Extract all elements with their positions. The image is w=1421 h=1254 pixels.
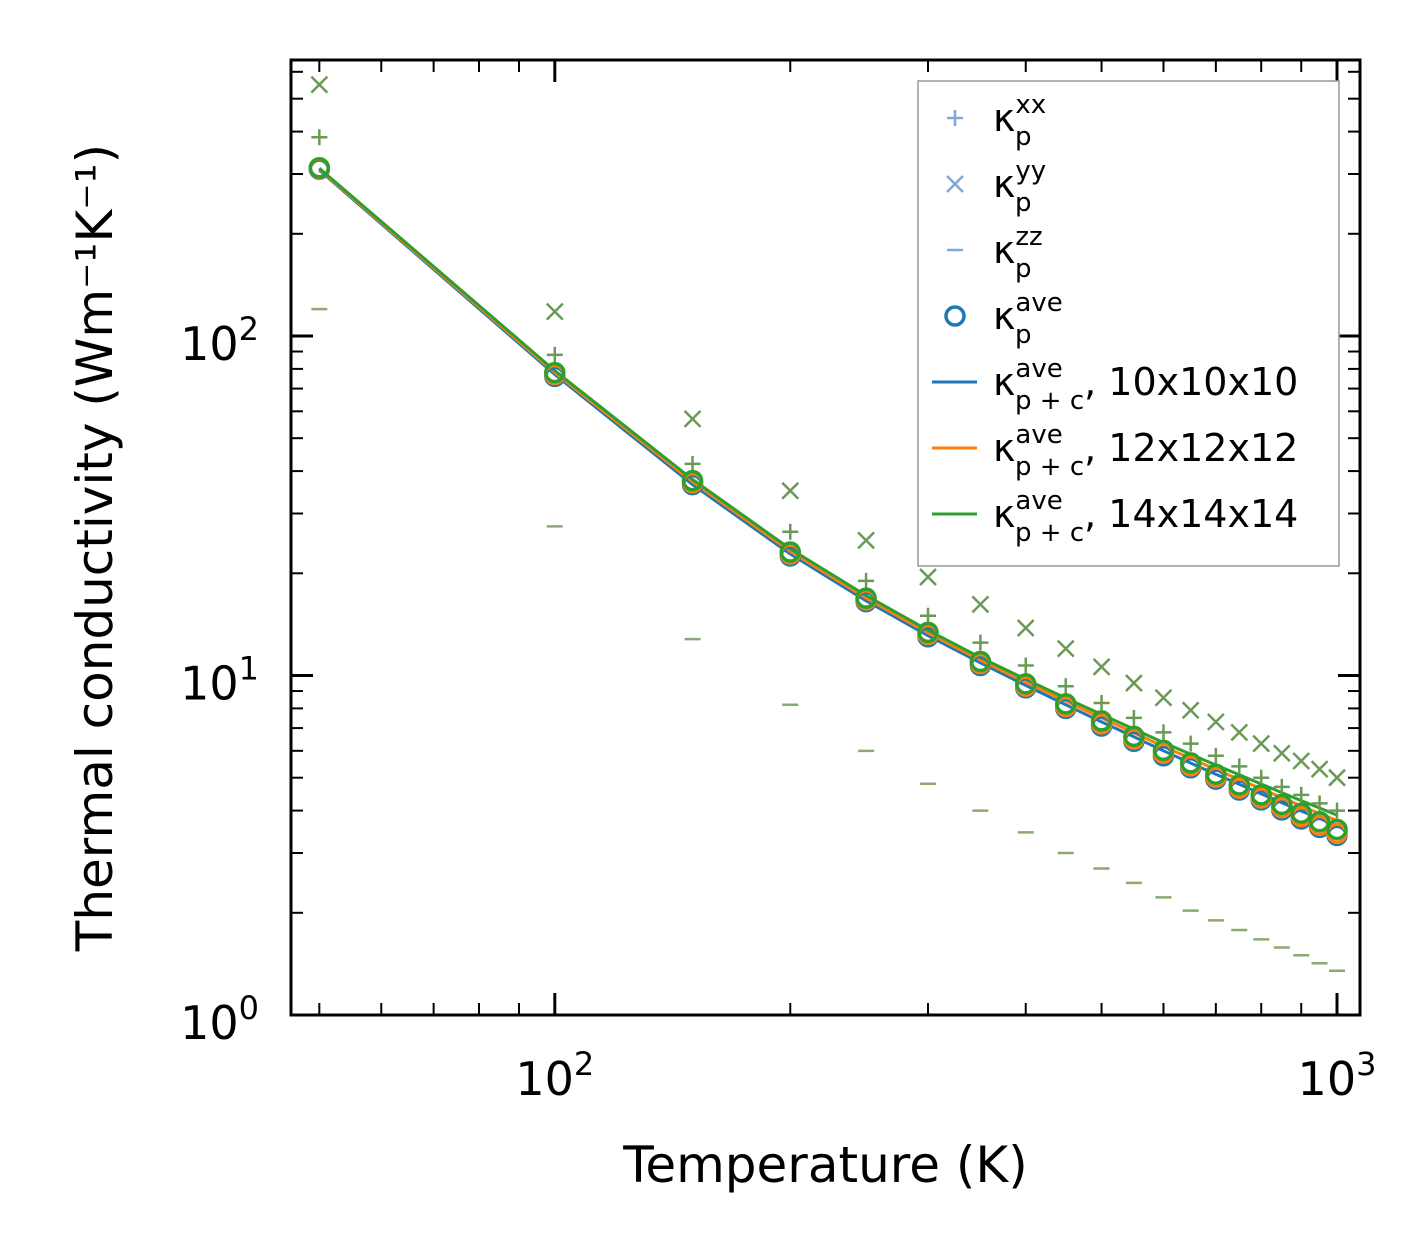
legend-entry: κave p + c, 12x12x12 bbox=[932, 420, 1298, 482]
x-tick-label: 102 bbox=[515, 1045, 594, 1106]
data-point-kp_xx bbox=[1329, 802, 1346, 819]
legend-entry: κave p + c, 14x14x14 bbox=[932, 486, 1298, 548]
y-tick-label: 102 bbox=[180, 310, 259, 371]
data-series bbox=[308, 75, 1348, 973]
data-point-kp_xx bbox=[782, 523, 799, 540]
data-point-kp_yy bbox=[1292, 752, 1311, 770]
x-tick-label: 103 bbox=[1298, 1045, 1377, 1106]
data-point-kp_xx bbox=[1207, 747, 1224, 764]
legend-label: κave p + c, 14x14x14 bbox=[993, 486, 1298, 548]
data-point-kp_xx bbox=[1125, 709, 1142, 726]
legend-entry: κyy p bbox=[946, 156, 1046, 218]
data-point-kp_xx bbox=[1057, 678, 1074, 695]
data-point-kp_yy bbox=[1016, 619, 1035, 637]
legend-entry: κzz p bbox=[947, 222, 1043, 284]
legend-marker-swatch bbox=[946, 175, 964, 193]
data-point-kp_ave_14 bbox=[1290, 802, 1312, 824]
data-point-kp_xx bbox=[1293, 786, 1310, 803]
data-point-kp_yy bbox=[545, 302, 564, 321]
data-point-kp_yy bbox=[781, 481, 800, 500]
legend-marker-swatch bbox=[944, 305, 966, 327]
data-point-kp_yy bbox=[1154, 688, 1173, 707]
legend-label: κxx p bbox=[993, 90, 1046, 152]
data-point-kp_ave_14 bbox=[969, 650, 992, 673]
data-point-kp_ave_14 bbox=[544, 361, 566, 384]
data-point-kp_yy bbox=[1056, 639, 1075, 658]
data-point-kp_ave_14 bbox=[1326, 818, 1348, 841]
data-point-kp_xx bbox=[1273, 778, 1290, 795]
data-point-kp_yy bbox=[1206, 713, 1225, 731]
data-point-kp_yy bbox=[1310, 760, 1329, 778]
data-point-kp_yy bbox=[971, 595, 990, 614]
data-point-kp_ave_14 bbox=[779, 541, 802, 563]
data-point-kp_ave_14 bbox=[1179, 752, 1202, 774]
legend-marker-swatch bbox=[947, 110, 963, 126]
data-point-kp_ave_14 bbox=[1308, 810, 1331, 833]
data-point-kp_yy bbox=[857, 531, 875, 550]
data-point-kp_ave_14 bbox=[1205, 763, 1227, 785]
data-point-kp_xx bbox=[1017, 657, 1034, 674]
data-point-kp_xx bbox=[1311, 795, 1328, 812]
data-point-kp_ave_14 bbox=[1014, 673, 1037, 695]
plot-frame bbox=[289, 58, 1362, 1017]
data-point-kp_xx bbox=[311, 129, 328, 146]
legend-label: κave p + c, 12x12x12 bbox=[993, 420, 1298, 482]
data-point-kp_xx bbox=[972, 634, 989, 651]
data-point-kp_yy bbox=[919, 568, 937, 586]
data-point-kp_yy bbox=[1328, 768, 1346, 787]
data-point-kp_ave_14 bbox=[1228, 774, 1251, 796]
tick-labels: 102 103 100 101 102 bbox=[180, 310, 1376, 1106]
data-point-kp_ave_14 bbox=[855, 587, 877, 609]
data-point-kp_xx bbox=[684, 455, 701, 472]
data-point-kp_ave_14 bbox=[917, 621, 939, 644]
data-point-kp_xx bbox=[1231, 758, 1248, 775]
legend-label: κyy p bbox=[993, 156, 1046, 218]
legend-label: κave p bbox=[993, 288, 1063, 350]
series-line-kpc_ave_14 bbox=[318, 167, 1338, 817]
legend-label: κave p + c, 10x10x10 bbox=[993, 354, 1298, 416]
data-point-kp_xx bbox=[546, 346, 563, 363]
data-point-kp_ave_14 bbox=[308, 156, 331, 179]
legend-entry: κave p + c, 10x10x10 bbox=[932, 354, 1298, 416]
data-point-kp_yy bbox=[1181, 701, 1200, 720]
data-point-kp_xx bbox=[920, 607, 937, 624]
y-tick-label: 101 bbox=[180, 649, 259, 710]
data-point-kp_yy bbox=[1230, 723, 1249, 742]
data-point-kp_ave_14 bbox=[1271, 793, 1293, 816]
data-point-kp_xx bbox=[1182, 735, 1199, 752]
data-point-kp_yy bbox=[683, 409, 702, 428]
legend-frame bbox=[917, 80, 1340, 567]
data-point-kp_yy bbox=[1272, 744, 1291, 763]
data-point-kp_ave_14 bbox=[1123, 725, 1145, 748]
x-axis-label: Temperature (K) bbox=[622, 1136, 1027, 1194]
data-point-kp_xx bbox=[858, 572, 875, 589]
legend-label: κzz p bbox=[993, 222, 1043, 284]
data-point-kp_ave_14 bbox=[681, 469, 704, 492]
data-point-kp_ave_14 bbox=[1090, 710, 1113, 732]
y-tick-label: 100 bbox=[180, 989, 259, 1050]
data-point-kp_xx bbox=[1093, 694, 1110, 711]
legend-entry: κxx p bbox=[947, 90, 1046, 152]
data-point-kp_yy bbox=[1252, 734, 1271, 753]
data-point-kp_ave_14 bbox=[1152, 739, 1175, 762]
y-axis-label: Thermal conductivity (Wm⁻¹K⁻¹) bbox=[66, 144, 124, 952]
data-point-kp_ave_14 bbox=[1250, 784, 1272, 806]
data-point-kp_yy bbox=[310, 75, 329, 94]
data-point-kp_xx bbox=[1253, 769, 1270, 786]
legend-entry: κave p bbox=[944, 288, 1063, 350]
data-point-kp_yy bbox=[1092, 658, 1111, 676]
data-point-kp_yy bbox=[1125, 674, 1143, 692]
data-point-kp_xx bbox=[1155, 724, 1172, 741]
data-point-kp_ave_14 bbox=[1055, 693, 1077, 715]
